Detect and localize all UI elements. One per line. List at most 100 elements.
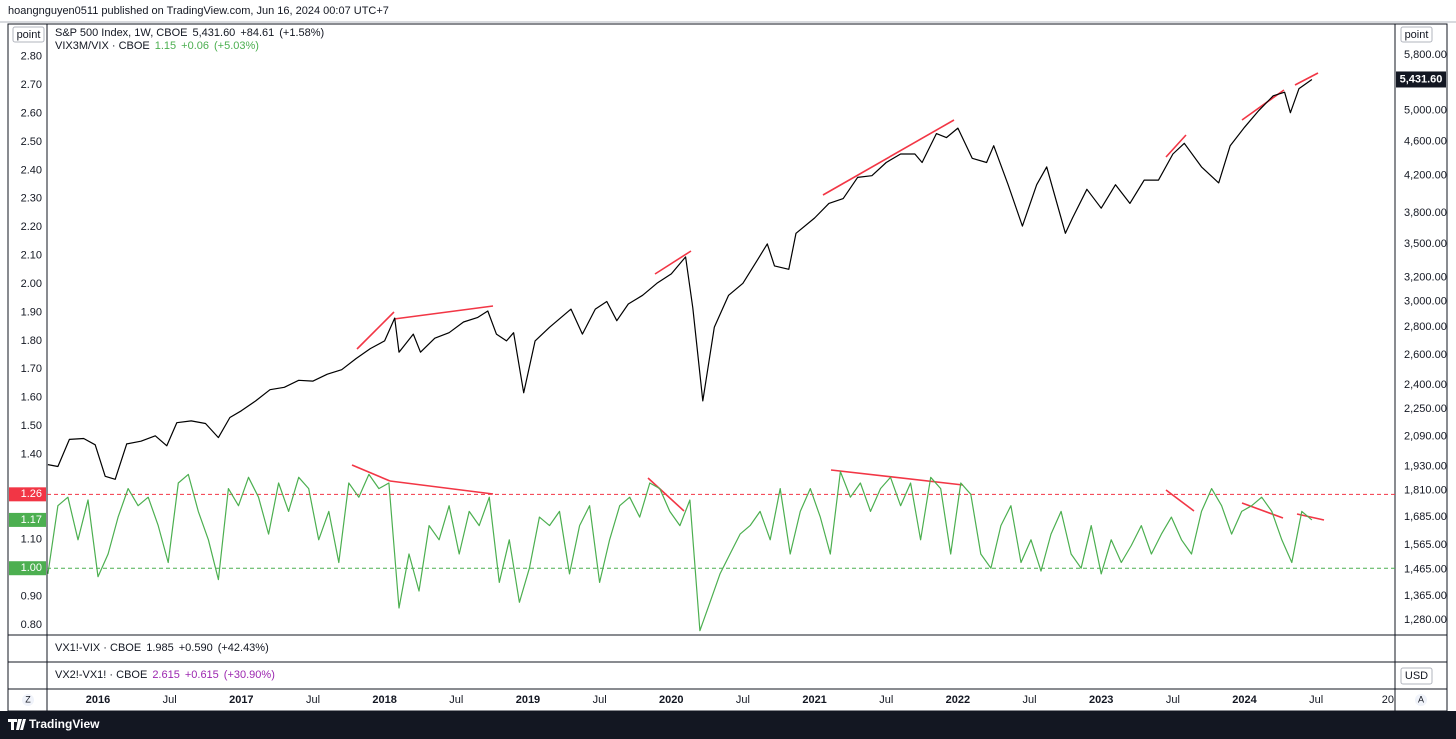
unit-box <box>12 26 45 43</box>
x-tick-label: Jul <box>1309 694 1323 706</box>
trend-line <box>351 464 391 482</box>
currency: USD <box>1405 670 1428 682</box>
y-tick-label: 0.80 <box>21 619 42 631</box>
left-unit: point <box>17 29 41 41</box>
series-line <box>47 79 1313 480</box>
x-tick-label: Jul <box>449 694 463 706</box>
y-tick-label: 1.50 <box>21 420 42 432</box>
x-tick-label: 2021 <box>802 694 826 706</box>
y2-tick-label: 1,930.00 <box>1404 460 1447 472</box>
y-tick-label: 2.40 <box>21 164 42 176</box>
y-tick-label: 0.90 <box>21 591 42 603</box>
legend-entry: VX1!-VIX · CBOE 1.985 +0.590 (+42.43%) <box>55 642 269 654</box>
y2-tick-label: 1,465.00 <box>1404 564 1447 576</box>
x-tick-label: Jul <box>736 694 750 706</box>
y2-tick-label: 2,250.00 <box>1404 403 1447 415</box>
zoom-button[interactable] <box>22 694 34 706</box>
header-bar <box>0 0 1456 22</box>
y2-tick-label: 3,800.00 <box>1404 207 1447 219</box>
drawings <box>351 72 1325 521</box>
legend-value: +84.61 <box>240 27 274 39</box>
legend-value: 2.615 <box>152 669 180 681</box>
legend-value: 5,431.60 <box>192 27 235 39</box>
y-tick-label: 1.80 <box>21 335 42 347</box>
y-tick-label: 2.80 <box>21 51 42 63</box>
x-tick-label: Jul <box>879 694 893 706</box>
y2-tick-label: 3,000.00 <box>1404 295 1447 307</box>
y2-tick-label: 3,500.00 <box>1404 238 1447 250</box>
y-tick-label: 1.70 <box>21 363 42 375</box>
legend-value: (+30.90%) <box>224 669 275 681</box>
x-tick-label: Jul <box>593 694 607 706</box>
y2-tick-label: 1,565.00 <box>1404 539 1447 551</box>
auto-label[interactable]: A <box>1418 694 1424 704</box>
y-tick-label: 1.90 <box>21 306 42 318</box>
y-tick-label: 1.40 <box>21 448 42 460</box>
footer-bar <box>0 711 1456 739</box>
legend-value: (+1.58%) <box>279 27 324 39</box>
last-value-label: 1.17 <box>21 514 42 526</box>
legend-value: +0.615 <box>185 669 219 681</box>
trend-line <box>654 250 692 275</box>
x-tick-label: 2022 <box>946 694 970 706</box>
x-tick-label: 2018 <box>372 694 396 706</box>
y2-tick-label: 1,810.00 <box>1404 484 1447 496</box>
legend-entry: S&P 500 Index, 1W, CBOE 5,431.60 +84.61 (+1… <box>55 27 324 39</box>
hline-label: 1.26 <box>21 488 42 500</box>
right-unit: point <box>1405 29 1429 41</box>
y2-tick-label: 1,685.00 <box>1404 511 1447 523</box>
y2-tick-label: 1,365.00 <box>1404 590 1447 602</box>
legend-value: +0.590 <box>179 642 213 654</box>
y2-tick-label: 4,600.00 <box>1404 136 1447 148</box>
y-tick-label: 2.30 <box>21 193 42 205</box>
zoom-label[interactable]: Z <box>25 694 31 704</box>
last-price-box <box>1396 71 1446 88</box>
x-tick-label: 2020 <box>659 694 683 706</box>
y2-tick-label: 3,200.00 <box>1404 271 1447 283</box>
axis-label-box <box>9 487 46 502</box>
trend-line <box>822 119 955 196</box>
brand[interactable]: TradingView <box>29 717 100 731</box>
y2-tick-label: 5,800.00 <box>1404 49 1447 61</box>
y2-tick-label: 5,000.00 <box>1404 104 1447 116</box>
y2-tick-label: 2,800.00 <box>1404 321 1447 333</box>
y-tick-label: 2.20 <box>21 221 42 233</box>
legend-name: S&P 500 Index, 1W, CBOE <box>55 27 187 39</box>
trend-line <box>830 469 964 486</box>
last-value-box <box>9 512 46 527</box>
legend-value: (+5.03%) <box>214 40 259 52</box>
axis-label-box <box>9 561 46 576</box>
auto-button[interactable] <box>1415 694 1427 706</box>
x-tick-label: Jul <box>306 694 320 706</box>
currency-box <box>1400 667 1433 685</box>
trend-line <box>1165 134 1187 158</box>
trend-line <box>1241 502 1284 519</box>
y-tick-label: 1.10 <box>21 534 42 546</box>
legend-name: VX2!-VX1! · CBOE <box>55 669 147 681</box>
trend-line <box>393 305 494 320</box>
x-tick-label: 2016 <box>86 694 110 706</box>
unit-box <box>1400 26 1433 43</box>
x-tick-label: 2023 <box>1089 694 1113 706</box>
y2-tick-label: 4,200.00 <box>1404 170 1447 182</box>
y2-tick-label: 2,600.00 <box>1404 349 1447 361</box>
x-tick-label: Jul <box>163 694 177 706</box>
x-tick-label: 20 <box>1382 694 1394 706</box>
y-tick-label: 1.60 <box>21 392 42 404</box>
legend-name: VX1!-VIX · CBOE <box>55 642 141 654</box>
y2-tick-label: 1,280.00 <box>1404 614 1447 626</box>
y-tick-label: 2.10 <box>21 250 42 262</box>
legend-entry: VX2!-VX1! · CBOE 2.615 +0.615 (+30.90%) <box>55 669 275 681</box>
trend-line <box>1165 489 1195 512</box>
trend-line <box>389 480 494 495</box>
x-tick-label: Jul <box>1166 694 1180 706</box>
x-tick-label: 2017 <box>229 694 253 706</box>
trend-line <box>356 311 395 350</box>
x-tick-label: 2024 <box>1232 694 1257 706</box>
y-tick-label: 2.70 <box>21 79 42 91</box>
y-tick-label: 2.50 <box>21 136 42 148</box>
legend-name: VIX3M/VIX · CBOE <box>55 40 150 52</box>
